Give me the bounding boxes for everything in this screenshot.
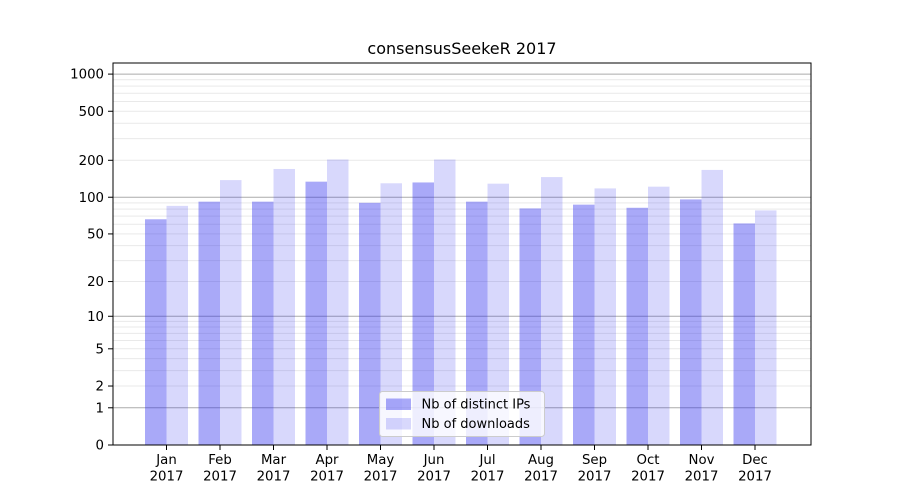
- x-tick-label-year: 2017: [364, 470, 398, 485]
- legend-label-downloads: Nb of downloads: [422, 417, 531, 432]
- x-tick-label-month: Jan: [155, 453, 177, 468]
- y-tick-label: 1000: [70, 68, 104, 83]
- y-axis-ticks: 0 1 2 5 10 20 50 100 200 500 1000: [70, 68, 113, 454]
- bar-downloads: [701, 169, 723, 445]
- bar-distinct-ips: [680, 199, 702, 445]
- bar-downloads: [434, 159, 456, 445]
- bar-downloads: [541, 177, 563, 446]
- x-tick-label-month: Apr: [315, 453, 339, 468]
- y-gridlines-minor: [113, 79, 811, 387]
- bar-distinct-ips: [573, 204, 595, 445]
- x-tick-label-month: Feb: [208, 453, 232, 468]
- y-tick-label: 500: [79, 105, 104, 120]
- bar-downloads: [166, 205, 188, 445]
- bar-distinct-ips: [198, 201, 220, 445]
- bar-downloads: [487, 183, 509, 445]
- bar-downloads: [220, 180, 242, 446]
- x-tick-label-month: Mar: [261, 453, 287, 468]
- bar-downloads: [648, 186, 670, 445]
- x-axis-ticks: Jan 2017 Feb 2017 Mar 2017 Apr 2017 May 2017 Jun 20…: [150, 445, 772, 485]
- y-tick-label: 1: [96, 401, 104, 416]
- bar-distinct-ips: [252, 201, 274, 445]
- bar-downloads: [327, 159, 349, 445]
- bar-distinct-ips: [305, 181, 327, 445]
- bar-downloads: [273, 168, 295, 445]
- chart-title: consensusSeekeR 2017: [367, 39, 556, 58]
- bar-distinct-ips: [412, 182, 434, 446]
- x-tick-label-year: 2017: [738, 470, 772, 485]
- bar-distinct-ips: [145, 219, 167, 445]
- bar-distinct-ips: [733, 223, 755, 445]
- x-tick-label-month: Oct: [637, 453, 660, 468]
- x-tick-label-year: 2017: [417, 470, 451, 485]
- x-tick-label-year: 2017: [257, 470, 291, 485]
- y-tick-label: 2: [96, 380, 104, 395]
- x-tick-label-month: Aug: [528, 453, 554, 468]
- x-tick-label-month: Jun: [423, 453, 445, 468]
- y-tick-label: 50: [87, 228, 104, 243]
- x-tick-label-month: May: [367, 453, 395, 468]
- y-tick-label: 5: [96, 342, 104, 357]
- x-tick-label-month: Dec: [742, 453, 768, 468]
- y-tick-label: 0: [96, 439, 104, 454]
- x-tick-label-year: 2017: [203, 470, 237, 485]
- bar-downloads: [755, 210, 777, 445]
- x-tick-label-year: 2017: [631, 470, 665, 485]
- bars: [145, 159, 777, 446]
- y-tick-label: 100: [79, 191, 104, 206]
- x-tick-label-month: Sep: [582, 453, 607, 468]
- legend-swatch-distinct-ips: [386, 398, 411, 410]
- bar-distinct-ips: [466, 201, 488, 445]
- bar-downloads: [594, 188, 616, 445]
- x-tick-label-year: 2017: [578, 470, 612, 485]
- legend-swatch-downloads: [386, 418, 411, 430]
- x-tick-label-year: 2017: [310, 470, 344, 485]
- legend: Nb of distinct IPs Nb of downloads: [379, 391, 545, 437]
- x-tick-label-year: 2017: [685, 470, 719, 485]
- y-tick-label: 200: [79, 154, 104, 169]
- x-tick-label-month: Jul: [478, 453, 495, 468]
- bar-distinct-ips: [519, 208, 541, 445]
- bar-distinct-ips: [626, 207, 648, 445]
- legend-box: [379, 391, 545, 437]
- bar-distinct-ips: [359, 202, 381, 445]
- y-tick-label: 10: [87, 310, 104, 325]
- x-tick-label-year: 2017: [150, 470, 184, 485]
- x-tick-label-year: 2017: [524, 470, 558, 485]
- x-tick-label-year: 2017: [471, 470, 505, 485]
- y-tick-label: 20: [87, 275, 104, 290]
- bar-downloads: [380, 183, 402, 445]
- legend-label-distinct-ips: Nb of distinct IPs: [422, 398, 531, 413]
- x-tick-label-month: Nov: [689, 453, 715, 468]
- plot-frame: [112, 62, 812, 446]
